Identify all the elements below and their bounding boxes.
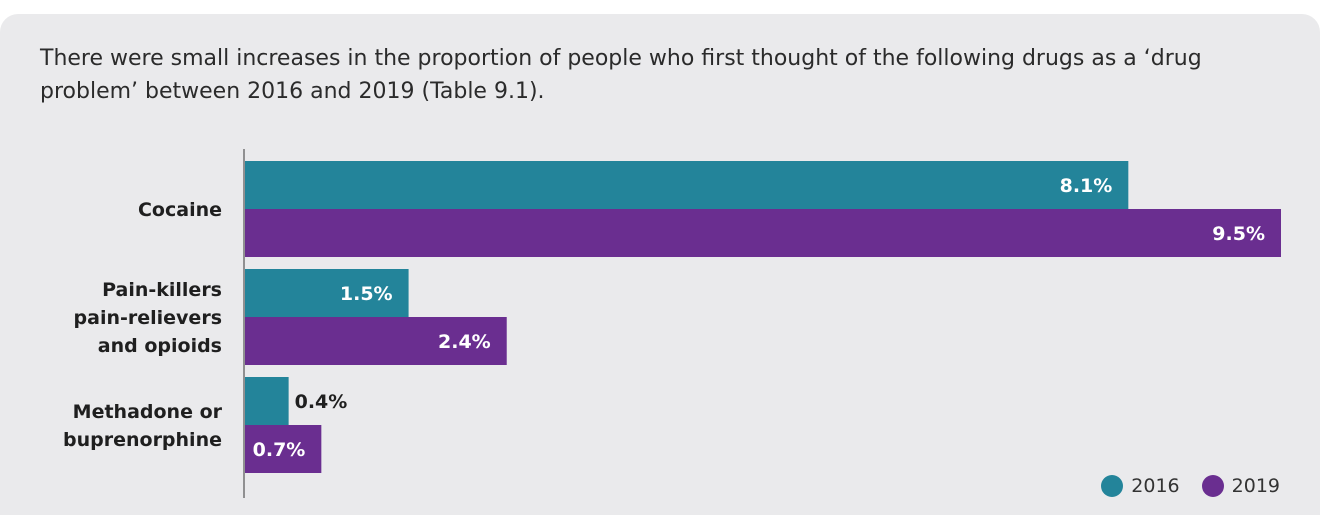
bar-2019-2 (245, 425, 322, 473)
bar-value-label: 8.1% (1060, 175, 1113, 197)
legend-item-2019: 2019 (1201, 475, 1280, 497)
bar-2016-2 (245, 377, 289, 425)
legend-swatch-2016 (1101, 475, 1124, 497)
legend-label-2016: 2016 (1131, 475, 1180, 497)
bar-2019-0 (245, 209, 1281, 257)
category-label: and opioids (98, 335, 222, 357)
category-label: Cocaine (138, 199, 222, 221)
category-label: buprenorphine (63, 429, 222, 451)
legend-swatch-2019 (1201, 475, 1224, 497)
legend-label-2019: 2019 (1231, 475, 1280, 497)
chart-panel: There were small increases in the propor… (0, 14, 1320, 515)
legend: 2016 2019 (1101, 475, 1280, 497)
intro-text: There were small increases in the propor… (40, 46, 1202, 104)
bar-2016-0 (245, 161, 1129, 209)
bar-2016-1 (245, 269, 409, 317)
bar-value-label: 0.4% (295, 391, 348, 413)
category-labels: Cocaine Pain-killers pain-relievers and opi… (63, 199, 223, 451)
bar-value-label: 2.4% (438, 331, 491, 353)
category-label: Pain-killers (102, 279, 222, 301)
bar-value-label: 9.5% (1212, 223, 1265, 245)
bar-value-label: 1.5% (340, 283, 393, 305)
bar-group: 8.1% 9.5% 1.5% 2.4% 0.4% 0.7% (245, 161, 1281, 473)
bar-chart: 8.1% 9.5% 1.5% 2.4% 0.4% 0.7% Cocaine Pain-kil… (63, 149, 1281, 498)
bar-2019-1 (245, 317, 507, 365)
category-label: Methadone or (73, 401, 223, 423)
legend-item-2016: 2016 (1101, 475, 1180, 497)
category-label: pain-relievers (74, 307, 222, 329)
bar-value-label: 0.7% (253, 439, 306, 461)
